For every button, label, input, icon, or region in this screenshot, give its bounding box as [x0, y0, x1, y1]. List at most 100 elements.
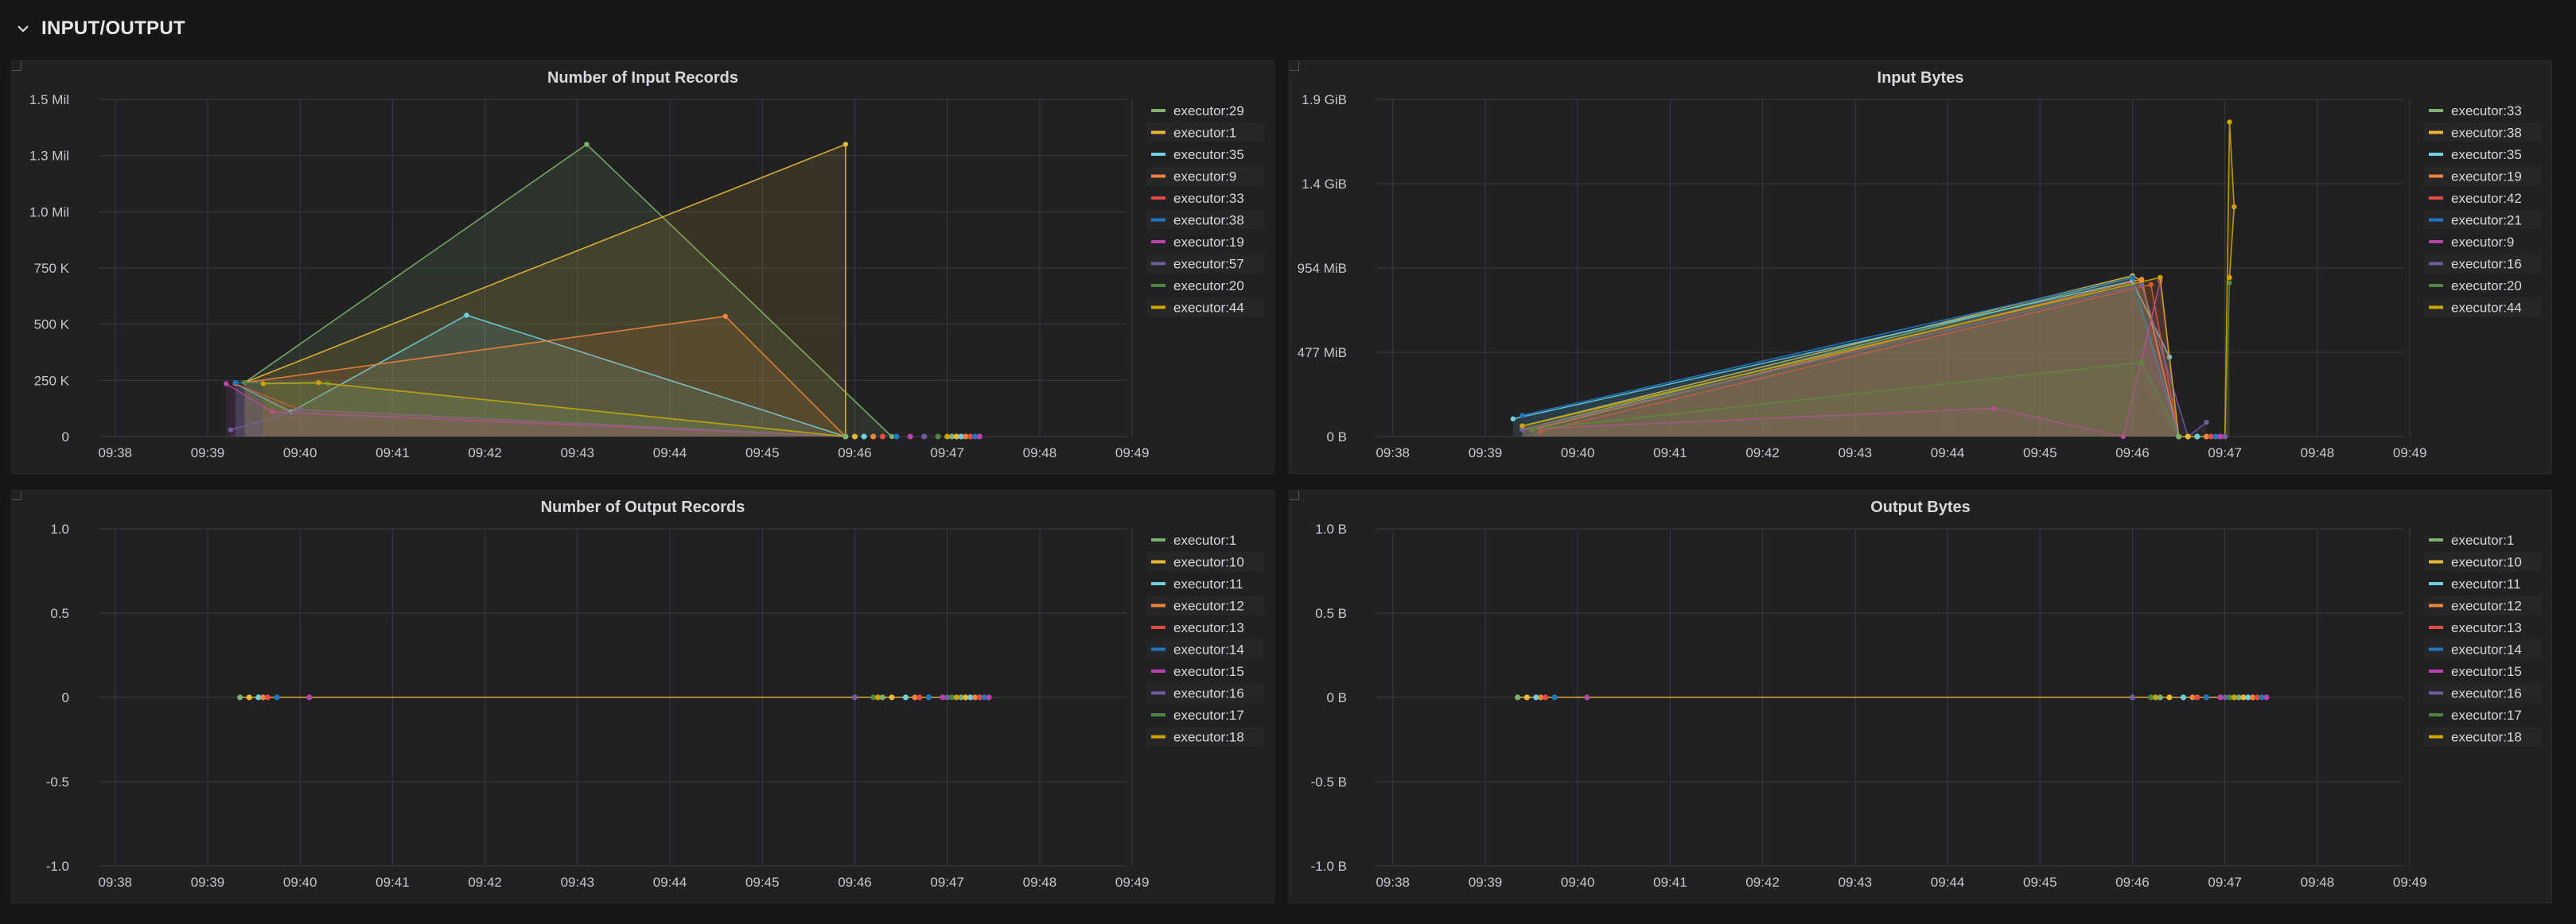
panel-title[interactable]: Number of Output Records	[540, 499, 745, 516]
legend-item[interactable]: executor:18	[2451, 730, 2522, 745]
data-point[interactable]	[264, 694, 271, 701]
legend-item[interactable]: executor:29	[1173, 103, 1244, 118]
legend-item[interactable]: executor:17	[1173, 708, 1244, 723]
data-point[interactable]	[464, 313, 469, 318]
legend-item[interactable]: executor:35	[1173, 147, 1244, 162]
legend-item[interactable]: executor:13	[1173, 620, 1244, 635]
legend-item[interactable]: executor:44	[1173, 301, 1244, 316]
data-point[interactable]	[2120, 433, 2127, 440]
data-point[interactable]	[2138, 359, 2145, 365]
data-point[interactable]	[967, 694, 974, 701]
data-point[interactable]	[967, 433, 974, 440]
data-point[interactable]	[842, 142, 849, 147]
data-point[interactable]	[2194, 694, 2200, 701]
data-point[interactable]	[958, 433, 964, 440]
legend-item[interactable]: executor:10	[1173, 555, 1244, 570]
data-point[interactable]	[958, 694, 964, 701]
data-point[interactable]	[2217, 433, 2224, 440]
data-point[interactable]	[2138, 281, 2145, 288]
data-point[interactable]	[2227, 280, 2232, 285]
data-point[interactable]	[2157, 694, 2163, 701]
data-point[interactable]	[879, 694, 885, 701]
legend-item[interactable]: executor:16	[2451, 257, 2522, 272]
data-point[interactable]	[1542, 694, 1549, 701]
legend-item[interactable]: executor:38	[2451, 126, 2522, 141]
legend-item[interactable]: executor:11	[2451, 577, 2521, 592]
data-point[interactable]	[963, 433, 969, 440]
data-point[interactable]	[260, 381, 266, 386]
data-point[interactable]	[861, 433, 867, 440]
data-point[interactable]	[971, 694, 979, 701]
panel-title[interactable]: Number of Input Records	[547, 69, 738, 87]
data-point[interactable]	[889, 694, 895, 701]
data-point[interactable]	[2189, 694, 2196, 701]
data-point[interactable]	[237, 694, 243, 701]
legend-item[interactable]: executor:20	[2451, 278, 2522, 293]
data-point[interactable]	[2204, 420, 2209, 425]
data-point[interactable]	[2236, 694, 2242, 701]
legend-item[interactable]: executor:44	[2451, 301, 2522, 316]
data-point[interactable]	[2152, 694, 2159, 701]
data-point[interactable]	[2158, 274, 2163, 281]
data-point[interactable]	[971, 433, 979, 440]
data-point[interactable]	[306, 694, 313, 701]
data-point[interactable]	[2245, 694, 2251, 701]
data-point[interactable]	[948, 433, 955, 440]
data-point[interactable]	[2254, 694, 2260, 701]
data-point[interactable]	[2249, 694, 2256, 701]
data-point[interactable]	[916, 694, 923, 701]
data-point[interactable]	[2148, 281, 2154, 288]
legend-item[interactable]: executor:11	[1173, 577, 1243, 592]
legend-item[interactable]: executor:14	[2451, 643, 2522, 658]
legend-item[interactable]: executor:33	[1173, 191, 1244, 206]
data-point[interactable]	[1520, 426, 1525, 433]
data-point[interactable]	[851, 433, 858, 440]
row-header[interactable]: INPUT/OUTPUT	[16, 11, 185, 46]
data-point[interactable]	[1538, 694, 1544, 701]
data-point[interactable]	[1515, 694, 1521, 701]
data-point[interactable]	[2232, 204, 2237, 210]
panel-title[interactable]: Input Bytes	[1877, 69, 1964, 87]
data-point[interactable]	[1520, 423, 1525, 429]
data-point[interactable]	[842, 433, 849, 440]
data-point[interactable]	[912, 694, 918, 701]
legend-item[interactable]: executor:1	[1173, 533, 1236, 548]
data-point[interactable]	[1990, 406, 1997, 411]
data-point[interactable]	[2148, 694, 2154, 701]
resize-handle-icon[interactable]	[12, 491, 21, 500]
legend-item[interactable]: executor:20	[1173, 278, 1244, 293]
data-point[interactable]	[1510, 416, 1516, 421]
data-point[interactable]	[2208, 433, 2214, 440]
data-point[interactable]	[2194, 433, 2200, 440]
data-point[interactable]	[944, 694, 951, 701]
data-point[interactable]	[940, 694, 946, 701]
legend-item[interactable]: executor:57	[1173, 257, 1244, 272]
legend-item[interactable]: executor:13	[2451, 620, 2522, 635]
legend-item[interactable]: executor:19	[1173, 235, 1244, 250]
data-point[interactable]	[1584, 694, 1590, 701]
data-point[interactable]	[2227, 119, 2232, 125]
data-point[interactable]	[2231, 694, 2237, 701]
data-point[interactable]	[232, 379, 239, 386]
data-point[interactable]	[2130, 274, 2135, 281]
data-point[interactable]	[1520, 413, 1525, 418]
data-point[interactable]	[921, 433, 928, 440]
legend-item[interactable]: executor:18	[1173, 730, 1244, 745]
legend-item[interactable]: executor:15	[1173, 664, 1244, 679]
data-point[interactable]	[870, 433, 877, 440]
data-point[interactable]	[907, 433, 913, 440]
data-point[interactable]	[224, 381, 229, 386]
data-point[interactable]	[889, 433, 895, 440]
legend-item[interactable]: executor:1	[1173, 126, 1236, 141]
legend-item[interactable]: executor:12	[1173, 599, 1244, 614]
data-point[interactable]	[2227, 274, 2232, 281]
legend-item[interactable]: executor:33	[2451, 103, 2522, 118]
data-point[interactable]	[246, 694, 252, 701]
data-point[interactable]	[1538, 429, 1543, 434]
legend-item[interactable]: executor:42	[2451, 191, 2522, 206]
legend-item[interactable]: executor:38	[1173, 213, 1244, 228]
data-point[interactable]	[2226, 694, 2233, 701]
legend-item[interactable]: executor:10	[2451, 555, 2522, 570]
data-point[interactable]	[2259, 694, 2265, 701]
data-point[interactable]	[242, 379, 247, 386]
